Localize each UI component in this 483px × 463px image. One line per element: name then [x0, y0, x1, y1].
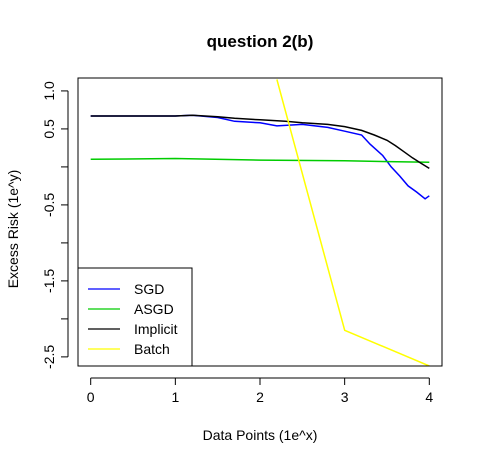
- x-tick-label: 0: [87, 389, 95, 405]
- legend-box: [77, 267, 193, 367]
- x-tick-label: 1: [171, 389, 179, 405]
- legend-label: Implicit: [134, 321, 178, 337]
- series-line-asgd: [90, 157, 430, 164]
- legend: SGD ASGD Implicit Batch: [77, 267, 193, 367]
- x-tick-label: 2: [256, 389, 264, 405]
- series-line-sgd: [90, 114, 430, 200]
- y-tick-label: 0.5: [41, 119, 57, 139]
- y-axis-label: Excess Risk (1e^y): [5, 170, 21, 289]
- series-layer: [90, 79, 430, 366]
- y-tick-label: -1.5: [41, 269, 57, 293]
- x-tick-label: 4: [425, 389, 433, 405]
- legend-label: ASGD: [134, 301, 174, 317]
- x-tick-label: 3: [341, 389, 349, 405]
- x-axis-label: Data Points (1e^x): [203, 427, 318, 443]
- legend-label: Batch: [134, 341, 170, 357]
- series-line-implicit: [90, 114, 430, 170]
- y-tick-label: 1.0: [41, 81, 57, 101]
- chart-title: question 2(b): [207, 32, 314, 51]
- legend-label: SGD: [134, 281, 164, 297]
- y-tick-label: -0.5: [41, 193, 57, 217]
- y-tick-label: -2.5: [41, 345, 57, 369]
- plot-frame: [77, 77, 443, 367]
- series-line-batch: [276, 79, 430, 366]
- axes-layer: 0 1 2 3 4 1.0 0.5 -0.5 -1.5 -2.5: [41, 81, 433, 405]
